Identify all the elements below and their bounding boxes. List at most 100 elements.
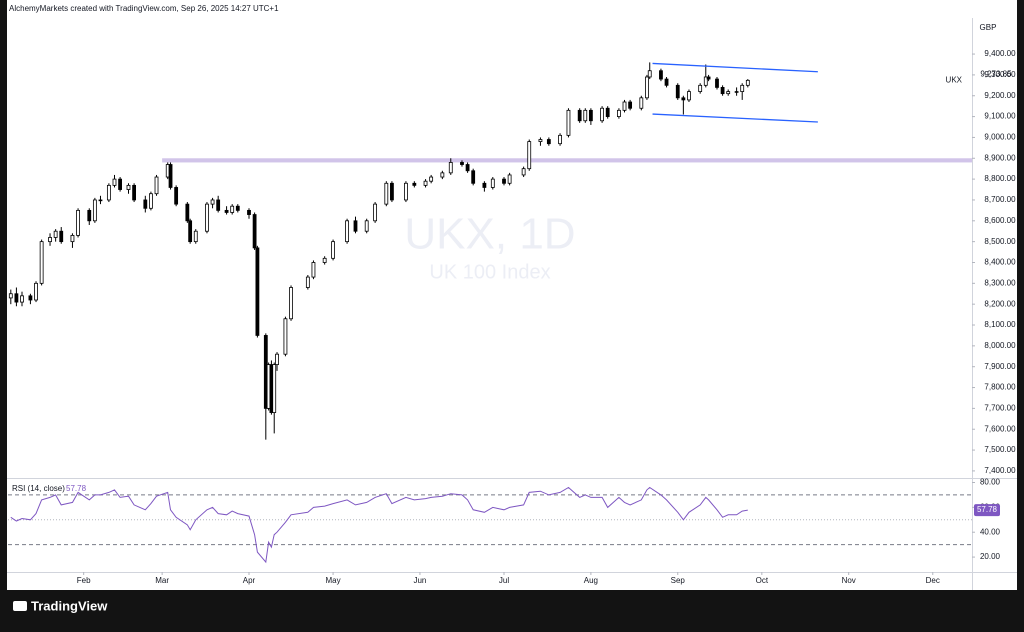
candle-body: [174, 187, 179, 205]
candle-body: [600, 107, 604, 122]
rsi-legend: RSI (14, close): [12, 484, 65, 493]
x-tick-label: Jul: [499, 576, 509, 585]
candle-body: [188, 220, 193, 243]
y-tick-label: 8,600.00: [984, 216, 1016, 225]
candle-body: [34, 282, 38, 301]
candle-body: [224, 209, 229, 213]
candle-body: [149, 193, 153, 209]
candle-body: [252, 214, 257, 249]
candle-body: [28, 295, 33, 301]
candle-body: [247, 209, 251, 215]
y-tick-label: 8,300.00: [984, 278, 1016, 287]
candle-body: [647, 70, 652, 78]
candle-body: [76, 209, 80, 236]
candle-body: [465, 164, 470, 172]
candle-body: [698, 84, 703, 92]
candle-body: [645, 76, 649, 99]
candle-body: [154, 176, 159, 195]
candle-body: [87, 209, 92, 222]
candle-body: [448, 162, 453, 174]
brand: TradingView: [31, 598, 108, 613]
candle-body: [664, 78, 669, 86]
candle-body: [216, 199, 221, 211]
y-tick-label: 8,900.00: [984, 153, 1016, 162]
resistance-zone: [162, 158, 972, 163]
candle-body: [726, 91, 731, 95]
candle-body: [546, 139, 551, 145]
y-tick-label: 7,600.00: [984, 424, 1016, 433]
x-tick-label: May: [326, 576, 341, 585]
y-tick-label: 9,000.00: [984, 133, 1016, 142]
candle-body: [390, 182, 394, 201]
candle-body: [193, 230, 198, 243]
header: AlchemyMarkets created with TradingView.…: [9, 4, 279, 13]
currency: GBP: [980, 23, 997, 32]
candle-body: [471, 170, 476, 184]
rsi-tick-label: 80.00: [980, 478, 1001, 487]
candle-body: [745, 79, 750, 86]
candle-body: [622, 101, 627, 111]
candle-body: [8, 293, 13, 299]
candle-body: [185, 203, 190, 222]
candle-body: [490, 178, 495, 188]
candle-body: [210, 199, 215, 205]
symbol-label: UKX: [946, 75, 963, 84]
candle-body: [283, 318, 288, 355]
candle-body: [364, 220, 369, 232]
y-tick-label: 8,500.00: [984, 237, 1016, 246]
rsi-line: [10, 486, 748, 564]
y-tick-label: 9,300.00: [984, 70, 1016, 79]
candle-body: [235, 205, 240, 211]
candle-body: [583, 109, 588, 122]
watermark-subtitle: UK 100 Index: [429, 261, 550, 283]
candle-body: [126, 184, 131, 190]
x-tick-label: Mar: [155, 576, 169, 585]
y-tick-label: 8,200.00: [984, 299, 1016, 308]
candle-body: [345, 220, 349, 243]
x-tick-label: Nov: [842, 576, 856, 585]
x-tick-label: Jun: [413, 576, 426, 585]
candle-body: [305, 276, 310, 288]
candle-body: [143, 199, 148, 209]
candle-body: [70, 234, 75, 243]
candle-body: [628, 101, 633, 109]
candle-body: [440, 172, 445, 178]
candle-body: [706, 76, 711, 80]
x-tick-label: Sep: [671, 576, 686, 585]
x-tick-label: Aug: [584, 576, 598, 585]
candle-body: [53, 230, 58, 238]
candle-body: [734, 91, 739, 93]
candle-body: [384, 182, 389, 205]
candle-body: [98, 199, 103, 202]
candle-body: [720, 87, 725, 95]
candle-body: [681, 97, 686, 101]
candle-body: [675, 84, 680, 99]
y-tick-label: 8,800.00: [984, 174, 1016, 183]
candle-body: [230, 205, 235, 213]
rsi-last-box: [974, 504, 1000, 517]
candle-body: [521, 168, 526, 176]
candle-body: [118, 178, 122, 190]
candle-body: [106, 184, 111, 201]
rsi-tick-label: 40.00: [980, 527, 1001, 536]
y-tick-label: 8,700.00: [984, 195, 1016, 204]
y-tick-label: 7,700.00: [984, 403, 1016, 412]
y-tick-label: 7,900.00: [984, 362, 1016, 371]
brand-logo: [13, 601, 27, 611]
candle-body: [112, 178, 117, 186]
candle-body: [48, 237, 52, 243]
candle-body: [423, 180, 428, 186]
x-tick-label: Feb: [77, 576, 91, 585]
candle-body: [132, 184, 137, 201]
y-tick-label: 8,000.00: [984, 341, 1016, 350]
rsi-legend-value: 57.78: [66, 484, 87, 493]
candle-body: [14, 293, 19, 303]
candle-body: [205, 203, 209, 232]
candle-body: [404, 182, 408, 201]
channel-line: [652, 113, 818, 123]
candle-body: [538, 139, 543, 142]
candle-body: [92, 199, 97, 222]
candle-body: [482, 182, 487, 188]
y-tick-label: 8,400.00: [984, 258, 1016, 267]
